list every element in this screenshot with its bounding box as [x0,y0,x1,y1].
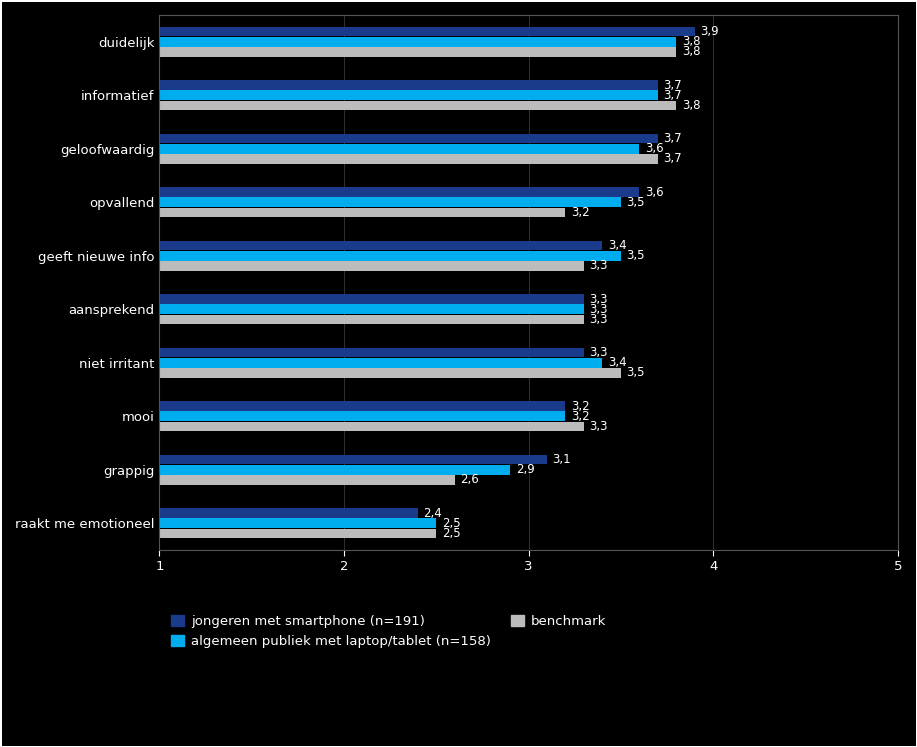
Bar [160,37,676,46]
Text: 3,3: 3,3 [590,303,608,316]
Text: 3,3: 3,3 [590,259,608,273]
Text: 3,5: 3,5 [626,249,645,262]
Text: 2,6: 2,6 [460,474,479,486]
Text: 3,3: 3,3 [590,293,608,306]
Bar [160,80,657,90]
Bar [160,348,584,357]
Text: 3,6: 3,6 [645,185,664,199]
Bar [160,241,602,250]
Legend: jongeren met smartphone (n=191), algemeen publiek met laptop/tablet (n=158), ben: jongeren met smartphone (n=191), algemee… [166,610,611,654]
Text: 3,4: 3,4 [608,239,626,252]
Bar [160,261,584,270]
Text: 3,5: 3,5 [626,366,645,379]
Text: 3,6: 3,6 [645,142,664,155]
Text: 3,8: 3,8 [681,35,701,49]
Bar [160,208,566,217]
Text: 3,8: 3,8 [681,46,701,58]
Bar [160,455,547,465]
Bar [160,508,418,518]
Bar [160,101,676,111]
Bar [160,251,621,261]
Bar [160,421,584,431]
Text: 2,9: 2,9 [515,463,535,477]
Bar [160,294,584,304]
Bar [160,401,566,411]
Bar [160,154,657,164]
Text: 3,2: 3,2 [571,410,590,423]
Bar [160,90,657,100]
Bar [160,475,455,485]
Bar [160,27,695,37]
Bar [160,529,436,538]
Bar [160,47,676,57]
Text: 3,4: 3,4 [608,356,626,369]
Text: 3,1: 3,1 [553,453,571,466]
Bar [160,314,584,324]
Bar [160,465,510,474]
Bar [160,197,621,207]
Text: 2,5: 2,5 [442,527,460,540]
Text: 3,7: 3,7 [663,132,682,145]
Text: 3,3: 3,3 [590,420,608,433]
Text: 3,7: 3,7 [663,152,682,165]
Bar [160,412,566,421]
Text: 3,3: 3,3 [590,346,608,359]
Bar [160,187,639,197]
Text: 3,7: 3,7 [663,78,682,92]
Text: 3,5: 3,5 [626,196,645,208]
Bar [160,134,657,143]
Text: 3,9: 3,9 [701,25,719,38]
Text: 3,2: 3,2 [571,400,590,412]
Text: 3,2: 3,2 [571,206,590,219]
Bar [160,144,639,154]
Bar [160,305,584,314]
Text: 3,7: 3,7 [663,89,682,102]
Bar [160,358,602,368]
Text: 2,4: 2,4 [424,506,442,520]
Text: 3,8: 3,8 [681,99,701,112]
Text: 2,5: 2,5 [442,517,460,530]
Text: 3,3: 3,3 [590,313,608,326]
Bar [160,518,436,528]
Bar [160,368,621,378]
